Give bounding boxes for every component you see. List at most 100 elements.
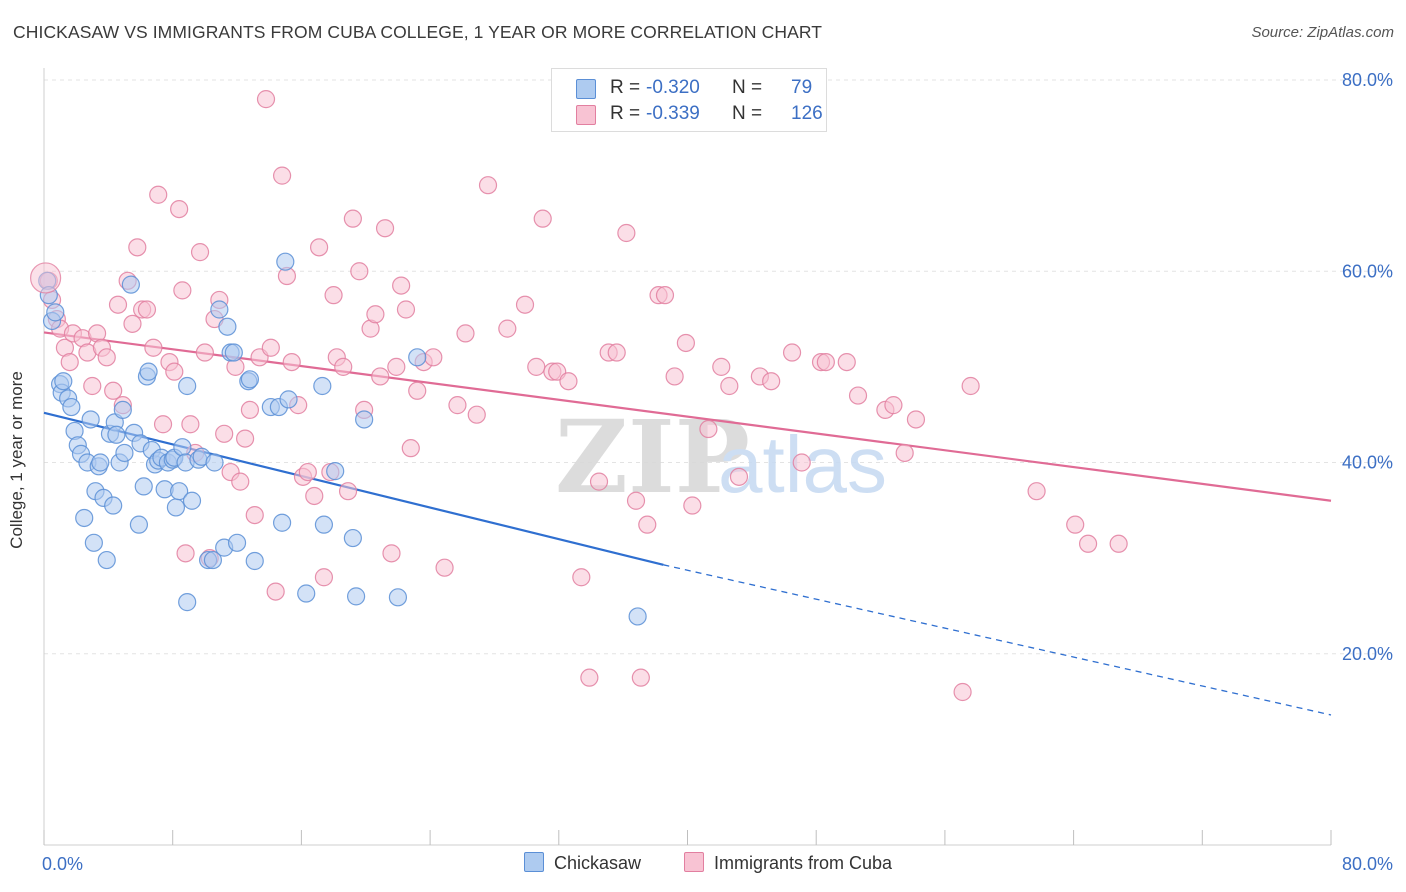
cuba-point: [762, 372, 781, 391]
cuba-point: [282, 352, 301, 372]
cuba-point: [144, 338, 163, 357]
cuba-point: [720, 376, 739, 396]
cuba-point: [338, 482, 358, 501]
cuba-point: [712, 357, 731, 376]
chickasaw-point: [218, 317, 237, 336]
cuba-point: [30, 262, 62, 294]
cuba-legend-label: Immigrants from Cuba: [714, 853, 893, 873]
cuba-point: [215, 424, 234, 443]
chickasaw-point: [279, 390, 298, 409]
cuba-point: [617, 223, 636, 243]
cuba-point: [195, 343, 214, 362]
chart-title: CHICKASAW VS IMMIGRANTS FROM CUBA COLLEG…: [13, 22, 823, 42]
chickasaw-point: [62, 397, 81, 417]
chickasaw-legend-label: Chickasaw: [554, 853, 642, 873]
cuba-point: [309, 238, 329, 257]
watermark: ZIP atlas: [555, 398, 887, 516]
cuba-point: [683, 496, 702, 515]
chickasaw-n-value: 79: [791, 77, 813, 98]
cuba-point: [104, 381, 123, 400]
legend-item-chickasaw[interactable]: Chickasaw: [524, 852, 641, 874]
cuba-point: [366, 305, 385, 324]
cuba-point: [350, 262, 369, 281]
cuba-point: [123, 314, 142, 333]
y-axis-title: College, 1 year or more: [7, 371, 26, 549]
chickasaw-point: [104, 496, 123, 515]
cuba-point: [848, 386, 868, 405]
chickasaw-point: [272, 513, 292, 532]
chickasaw-point: [240, 370, 260, 389]
cuba-point: [527, 357, 546, 376]
cuba-point: [324, 286, 343, 305]
chickasaw-point: [205, 453, 224, 472]
cuba-point: [314, 568, 334, 587]
chickasaw-point: [166, 498, 186, 517]
chickasaw-point: [129, 515, 149, 534]
cuba-point: [906, 410, 926, 429]
cuba-point: [631, 668, 650, 687]
cuba-point: [334, 357, 353, 376]
chickasaw-point: [107, 425, 126, 444]
n-label: N =: [732, 103, 763, 124]
cuba-point: [266, 582, 285, 601]
chickasaw-point: [115, 443, 134, 463]
cuba-point: [371, 367, 390, 386]
chickasaw-point: [388, 588, 408, 607]
cuba-point: [240, 400, 260, 420]
chickasaw-legend-swatch: [524, 852, 544, 872]
chickasaw-r-value: -0.320: [646, 77, 700, 98]
cuba-point: [435, 558, 454, 577]
cuba-point: [1109, 534, 1128, 553]
chickasaw-point: [170, 482, 189, 501]
cuba-point: [559, 372, 578, 391]
chickasaw-point: [178, 593, 197, 612]
n-label: N =: [732, 77, 763, 98]
legend-item-cuba[interactable]: Immigrants from Cuba: [684, 852, 892, 874]
chickasaw-point: [91, 453, 110, 472]
cuba-point: [108, 295, 128, 314]
r-label: R =: [610, 77, 641, 98]
chickasaw-point: [276, 252, 295, 271]
cuba-legend-swatch: [684, 852, 704, 872]
y-tick-label: 60.0%: [1342, 261, 1393, 281]
cuba-point: [782, 343, 802, 362]
watermark-zip: ZIP: [555, 398, 750, 516]
x-tick-label-min: 0.0%: [42, 854, 83, 874]
cuba-point: [97, 348, 116, 367]
cuba-point: [665, 367, 684, 386]
cuba-point: [170, 199, 189, 219]
cuba-point: [190, 243, 210, 262]
cuba-point: [1078, 534, 1098, 553]
cuba-point: [884, 396, 903, 415]
cuba-point: [1027, 482, 1046, 501]
source-credit: Source: ZipAtlas.com: [1251, 24, 1394, 41]
cuba-point: [837, 352, 856, 372]
cuba-point: [343, 209, 362, 228]
chickasaw-point: [81, 410, 100, 429]
data-points: [30, 90, 1128, 702]
chickasaw-point: [297, 584, 316, 603]
chickasaw-swatch: [576, 79, 596, 99]
cuba-point: [387, 357, 406, 376]
cuba-point: [83, 376, 102, 396]
cuba-point: [478, 176, 498, 195]
cuba-point: [467, 405, 486, 424]
cuba-point: [375, 219, 395, 238]
cuba-point: [272, 166, 292, 185]
x-tick-label-max: 80.0%: [1342, 854, 1393, 874]
y-tick-label: 80.0%: [1342, 70, 1393, 90]
chickasaw-point: [210, 300, 229, 319]
cuba-point: [895, 443, 914, 463]
cuba-point: [231, 472, 250, 491]
cuba-point: [792, 453, 811, 472]
chickasaw-point: [97, 550, 116, 570]
chickasaw-point: [121, 275, 140, 294]
cuba-point: [298, 462, 317, 482]
cuba-point: [408, 381, 427, 400]
y-tick-label: 40.0%: [1342, 453, 1393, 473]
cuba-point: [165, 362, 184, 381]
cuba-point: [607, 343, 626, 362]
cuba-point: [401, 439, 420, 458]
cuba-point: [424, 348, 443, 367]
